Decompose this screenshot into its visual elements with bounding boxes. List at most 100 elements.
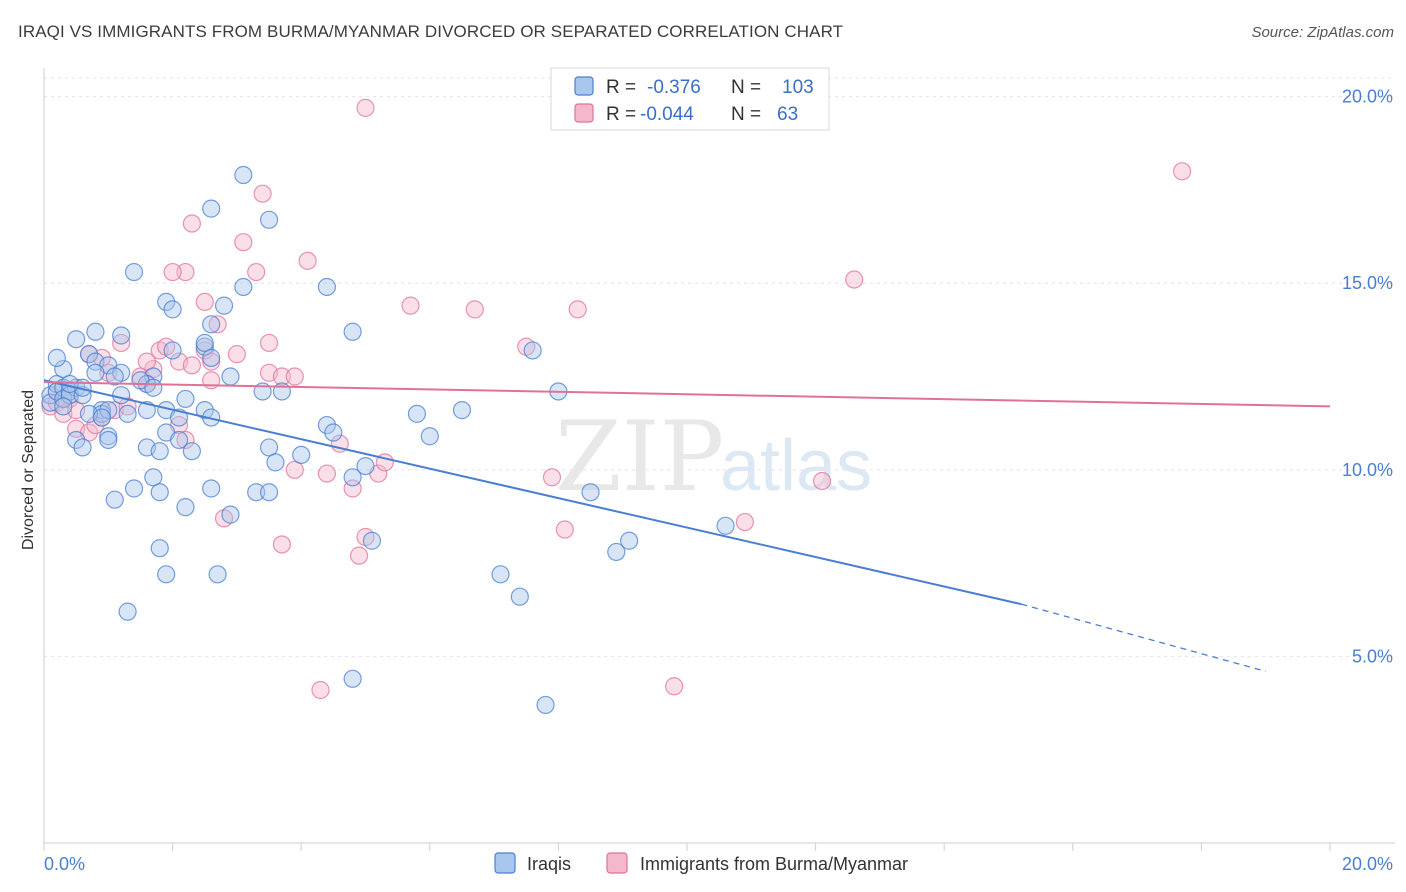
y-axis-label: Divorced or Separated bbox=[20, 390, 37, 550]
point-burma-33 bbox=[227, 345, 246, 364]
point-iraqis-75 bbox=[150, 539, 169, 558]
point-iraqis-63 bbox=[324, 423, 343, 442]
point-iraqis-43 bbox=[234, 165, 253, 185]
point-burma-64 bbox=[1173, 162, 1192, 181]
y-tick-label-1: 10.0% bbox=[1342, 460, 1393, 480]
point-iraqis-83 bbox=[491, 565, 510, 584]
legend-n-label-1: N = bbox=[731, 77, 761, 98]
y-tick-label-0: 5.0% bbox=[1352, 646, 1393, 666]
legend-swatch-burma bbox=[574, 103, 594, 123]
legend-swatch-iraqis bbox=[574, 76, 594, 96]
point-burma-59 bbox=[568, 300, 587, 319]
point-iraqis-99 bbox=[144, 378, 163, 397]
point-iraqis-54 bbox=[343, 322, 362, 341]
point-iraqis-12 bbox=[86, 322, 105, 341]
point-burma-60 bbox=[555, 520, 574, 539]
point-burma-30 bbox=[182, 214, 201, 233]
point-iraqis-37 bbox=[124, 262, 144, 282]
point-iraqis-13 bbox=[79, 345, 99, 364]
point-iraqis-35 bbox=[169, 430, 189, 450]
point-iraqis-50 bbox=[202, 315, 221, 334]
point-burma-29 bbox=[163, 262, 182, 282]
point-burma-61 bbox=[735, 512, 754, 532]
point-iraqis-10 bbox=[47, 348, 66, 367]
point-iraqis-85 bbox=[523, 341, 542, 360]
point-iraqis-67 bbox=[150, 483, 169, 502]
point-iraqis-92 bbox=[536, 695, 555, 715]
point-iraqis-74 bbox=[356, 456, 375, 476]
point-iraqis-84 bbox=[510, 587, 529, 606]
point-iraqis-72 bbox=[259, 483, 279, 502]
trend-lines bbox=[43, 379, 1331, 672]
point-burma-63 bbox=[845, 270, 864, 289]
point-iraqis-91 bbox=[343, 669, 362, 688]
point-iraqis-87 bbox=[581, 483, 600, 502]
point-iraqis-64 bbox=[105, 490, 124, 509]
grid-lines bbox=[44, 77, 1395, 657]
point-burma-45 bbox=[272, 535, 292, 554]
watermark-zip: ZIP bbox=[555, 401, 724, 513]
chart-title: IRAQI VS IMMIGRANTS FROM BURMA/MYANMAR D… bbox=[18, 22, 844, 41]
correlation-legend: R = -0.376 N = 103 R = -0.044 N = 63 bbox=[550, 67, 830, 131]
trend-line-burma bbox=[43, 381, 1331, 408]
point-iraqis-51 bbox=[221, 367, 240, 386]
legend-n-value-1: 103 bbox=[782, 77, 814, 98]
point-burma-62 bbox=[812, 471, 832, 491]
point-iraqis-71 bbox=[247, 483, 266, 502]
point-iraqis-56 bbox=[169, 408, 189, 427]
point-iraqis-57 bbox=[195, 401, 214, 420]
point-iraqis-62 bbox=[317, 415, 337, 435]
point-iraqis-44 bbox=[259, 210, 279, 229]
point-burma-34 bbox=[234, 233, 253, 252]
point-iraqis-38 bbox=[157, 292, 176, 312]
point-iraqis-29 bbox=[73, 438, 92, 457]
point-iraqis-24 bbox=[118, 404, 137, 423]
point-iraqis-90 bbox=[716, 516, 735, 535]
point-iraqis-100 bbox=[92, 408, 111, 427]
point-iraqis-46 bbox=[163, 341, 182, 360]
point-iraqis-65 bbox=[124, 479, 144, 498]
point-iraqis-79 bbox=[362, 531, 382, 550]
point-iraqis-16 bbox=[112, 326, 131, 345]
point-burma-55 bbox=[401, 296, 420, 315]
data-points bbox=[41, 98, 1192, 715]
point-burma-24 bbox=[182, 356, 201, 375]
legend-r-value-2: -0.044 bbox=[640, 104, 694, 125]
point-iraqis-45 bbox=[317, 277, 337, 297]
point-burma-36 bbox=[253, 184, 272, 203]
point-burma-40 bbox=[285, 367, 304, 386]
point-burma-38 bbox=[259, 333, 279, 353]
point-burma-28 bbox=[176, 262, 195, 282]
point-iraqis-69 bbox=[202, 479, 221, 498]
point-iraqis-31 bbox=[99, 430, 118, 450]
point-iraqis-81 bbox=[407, 404, 427, 423]
point-iraqis-18 bbox=[105, 367, 124, 386]
point-burma-16 bbox=[112, 333, 131, 353]
point-burma-39 bbox=[272, 367, 292, 386]
legend-n-value-2: 63 bbox=[777, 104, 798, 125]
point-burma-58 bbox=[542, 468, 562, 487]
point-burma-32 bbox=[208, 315, 227, 334]
point-iraqis-96 bbox=[86, 363, 105, 382]
y-tick-labels: 5.0% 10.0% 15.0% 20.0% bbox=[1342, 87, 1393, 667]
point-iraqis-76 bbox=[157, 565, 176, 584]
point-iraqis-36 bbox=[182, 442, 201, 461]
point-iraqis-89 bbox=[620, 531, 639, 550]
point-burma-51 bbox=[349, 546, 369, 565]
point-burma-31 bbox=[195, 292, 214, 312]
point-iraqis-33 bbox=[150, 442, 169, 461]
legend-r-label-1: R = bbox=[606, 77, 636, 98]
bottom-legend-swatch-burma bbox=[606, 852, 628, 874]
point-burma-12 bbox=[118, 397, 137, 416]
point-iraqis-80 bbox=[420, 427, 439, 446]
y-tick-label-3: 20.0% bbox=[1342, 87, 1393, 107]
point-iraqis-28 bbox=[67, 430, 86, 450]
trend-line-iraqis bbox=[43, 379, 1022, 606]
point-burma-43 bbox=[176, 430, 195, 450]
point-iraqis-88 bbox=[607, 542, 626, 562]
legend-n-label-2: N = bbox=[731, 104, 761, 125]
point-burma-65 bbox=[311, 680, 330, 700]
x-tick-label-0: 0.0% bbox=[44, 854, 85, 874]
bottom-legend-burma: Immigrants from Burma/Myanmar bbox=[640, 854, 908, 874]
